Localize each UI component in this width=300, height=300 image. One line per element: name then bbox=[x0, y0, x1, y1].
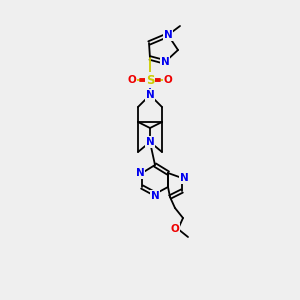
Text: N: N bbox=[160, 57, 169, 67]
Text: N: N bbox=[136, 168, 144, 178]
Text: N: N bbox=[180, 173, 188, 183]
Text: O: O bbox=[164, 75, 172, 85]
Text: O: O bbox=[171, 224, 179, 234]
Text: N: N bbox=[146, 137, 154, 147]
Text: N: N bbox=[146, 90, 154, 100]
Text: O: O bbox=[128, 75, 136, 85]
Text: N: N bbox=[164, 30, 172, 40]
Text: N: N bbox=[151, 191, 159, 201]
Text: S: S bbox=[146, 74, 154, 86]
